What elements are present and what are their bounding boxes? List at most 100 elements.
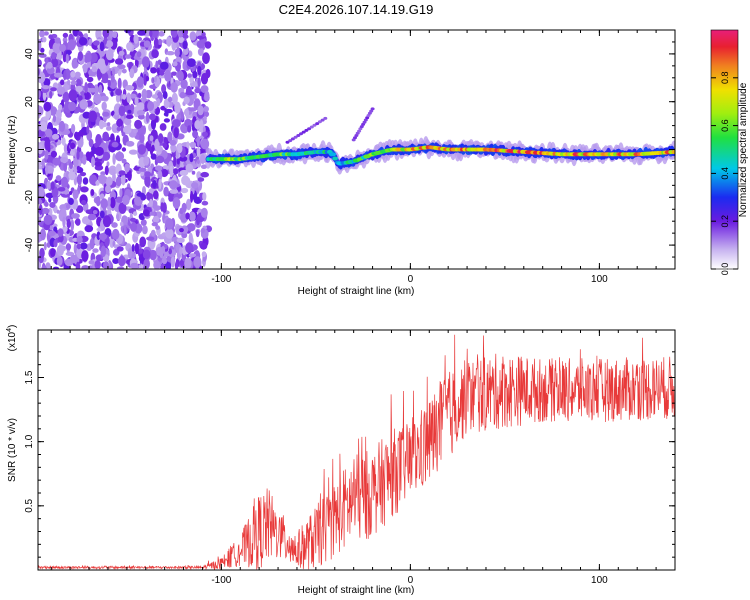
colorbar-gradient <box>710 29 739 270</box>
noise-speckle <box>79 99 88 110</box>
noise-speckle <box>121 147 127 152</box>
noise-speckle <box>163 112 169 117</box>
track-core <box>671 150 675 154</box>
noise-speckle <box>165 260 172 269</box>
noise-speckle <box>155 225 161 230</box>
noise-speckle <box>57 228 64 237</box>
noise-speckle <box>185 163 194 173</box>
noise-speckle <box>53 226 58 233</box>
noise-speckle <box>101 101 107 111</box>
snr-x-tick-label: 100 <box>591 575 608 586</box>
noise-speckle <box>88 38 93 47</box>
noise-speckle <box>138 167 147 172</box>
noise-speckle <box>151 77 155 84</box>
noise-speckle <box>99 193 105 200</box>
noise-speckle <box>196 147 201 157</box>
noise-speckle <box>180 79 188 90</box>
noise-speckle <box>112 171 116 184</box>
noise-speckle <box>112 68 116 76</box>
noise-speckle <box>185 90 195 96</box>
noise-speckle <box>86 125 90 134</box>
noise-speckle <box>110 74 115 83</box>
noise-speckle <box>169 180 178 190</box>
noise-speckle <box>185 198 192 211</box>
noise-speckle <box>201 251 207 258</box>
noise-speckle <box>127 248 132 258</box>
noise-speckle <box>84 52 92 63</box>
noise-speckle <box>50 150 58 158</box>
noise-speckle <box>168 248 172 255</box>
noise-speckle <box>155 155 165 164</box>
noise-speckle <box>140 170 145 177</box>
faint-track-point <box>315 122 320 126</box>
faint-track-point <box>296 134 301 137</box>
noise-speckle <box>150 229 156 237</box>
noise-speckle <box>162 91 168 100</box>
noise-speckle <box>93 93 102 105</box>
noise-speckle <box>75 85 83 93</box>
noise-speckle <box>202 52 210 64</box>
noise-speckle <box>197 47 204 57</box>
noise-speckle <box>119 221 124 227</box>
noise-speckle <box>74 71 81 79</box>
noise-speckle <box>149 135 154 142</box>
noise-speckle <box>112 31 118 39</box>
noise-speckle <box>180 187 189 194</box>
noise-speckle <box>107 196 111 207</box>
snr-xlabel: Height of straight line (km) <box>298 585 415 596</box>
noise-speckle <box>143 209 150 217</box>
noise-speckle <box>62 91 70 103</box>
noise-speckle <box>49 90 53 99</box>
noise-speckle <box>70 80 77 86</box>
noise-speckle <box>63 70 67 81</box>
noise-speckle <box>61 137 66 146</box>
snr-x-ticks: -100 0 100 <box>50 330 676 586</box>
noise-speckle <box>82 63 88 74</box>
noise-speckle <box>132 128 138 134</box>
noise-speckle <box>129 68 135 79</box>
noise-speckle <box>160 61 169 70</box>
noise-speckle <box>197 65 202 76</box>
noise-speckle <box>82 154 87 165</box>
noise-speckle <box>182 47 189 55</box>
noise-speckle <box>142 225 148 235</box>
noise-speckle <box>134 119 143 129</box>
noise-speckle <box>46 66 55 75</box>
noise-speckle <box>125 54 132 59</box>
faint-track-point <box>357 129 362 133</box>
noise-speckle <box>56 256 63 266</box>
noise-speckle <box>149 249 157 261</box>
noise-speckle <box>98 233 108 240</box>
noise-speckle <box>58 120 66 132</box>
faint-track-point <box>323 116 328 120</box>
noise-speckle <box>62 216 66 228</box>
noise-speckle <box>149 30 153 37</box>
noise-speckle <box>122 194 130 206</box>
noise-speckle <box>162 202 167 214</box>
noise-speckle <box>136 192 145 197</box>
noise-speckle <box>188 253 197 258</box>
snr-x-tick-label: 0 <box>408 575 414 586</box>
noise-speckle <box>66 79 71 86</box>
noise-speckle <box>136 51 142 58</box>
noise-speckle <box>162 142 168 148</box>
colorbar-tick-label: 0.8 <box>720 72 730 85</box>
track-core <box>332 156 338 161</box>
colorbar-tick-label: 0.6 <box>720 119 730 132</box>
noise-speckle <box>177 143 183 154</box>
noise-speckle <box>196 159 200 165</box>
noise-speckle <box>130 221 137 232</box>
noise-speckle <box>69 191 73 195</box>
noise-speckle <box>172 168 179 175</box>
snr-multiplier-base: (x10 <box>7 331 18 351</box>
snr-line <box>38 334 675 570</box>
noise-speckle <box>179 155 188 162</box>
noise-speckle <box>72 189 79 200</box>
noise-speckle <box>191 182 199 189</box>
noise-speckle <box>137 30 147 36</box>
noise-speckle <box>111 141 119 148</box>
noise-speckle <box>58 104 63 111</box>
noise-speckle <box>143 156 150 166</box>
snr-series-line <box>38 334 675 570</box>
noise-speckle <box>97 174 107 185</box>
